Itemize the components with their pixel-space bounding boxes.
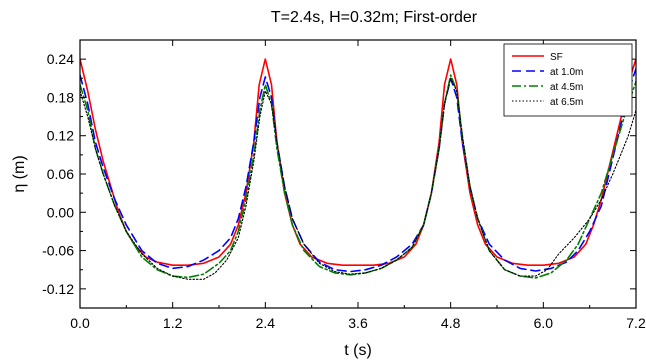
x-tick-label: 1.2 bbox=[163, 315, 183, 331]
chart-title: T=2.4s, H=0.32m; First-order bbox=[271, 9, 478, 26]
y-tick-label: 0.24 bbox=[47, 51, 74, 67]
x-axis: 0.0 1.2 2.4 3.6 4.8 6.0 7.2 bbox=[70, 40, 646, 331]
x-axis-title: t (s) bbox=[344, 342, 372, 359]
series-line-4 bbox=[80, 77, 636, 280]
x-tick-label: 2.4 bbox=[256, 315, 276, 331]
legend-label: at 4.5m bbox=[550, 82, 583, 93]
y-tick-label: 0.12 bbox=[47, 128, 74, 144]
legend: SF at 1.0m at 4.5m at 6.5m bbox=[503, 43, 633, 117]
y-tick-label: -0.12 bbox=[42, 281, 74, 297]
x-tick-label: 6.0 bbox=[534, 315, 554, 331]
series-line-2 bbox=[80, 67, 636, 273]
x-tick-label: 0.0 bbox=[70, 315, 90, 331]
legend-label: at 6.5m bbox=[550, 97, 583, 108]
series-line-1 bbox=[80, 58, 636, 267]
y-axis-title: η (m) bbox=[11, 155, 28, 192]
x-tick-label: 4.8 bbox=[441, 315, 461, 331]
y-tick-label: 0.18 bbox=[47, 89, 74, 105]
legend-label: at 1.0m bbox=[550, 67, 583, 78]
x-tick-label: 3.6 bbox=[348, 315, 368, 331]
x-tick-label: 7.2 bbox=[626, 315, 646, 331]
legend-label: SF bbox=[550, 52, 563, 63]
y-tick-label: -0.06 bbox=[42, 243, 74, 259]
y-tick-label: 0.00 bbox=[47, 204, 74, 220]
y-axis: -0.12 -0.06 0.00 0.06 0.12 0.18 0.24 bbox=[42, 39, 636, 309]
series-layer bbox=[80, 58, 636, 280]
y-tick-label: 0.06 bbox=[47, 166, 74, 182]
